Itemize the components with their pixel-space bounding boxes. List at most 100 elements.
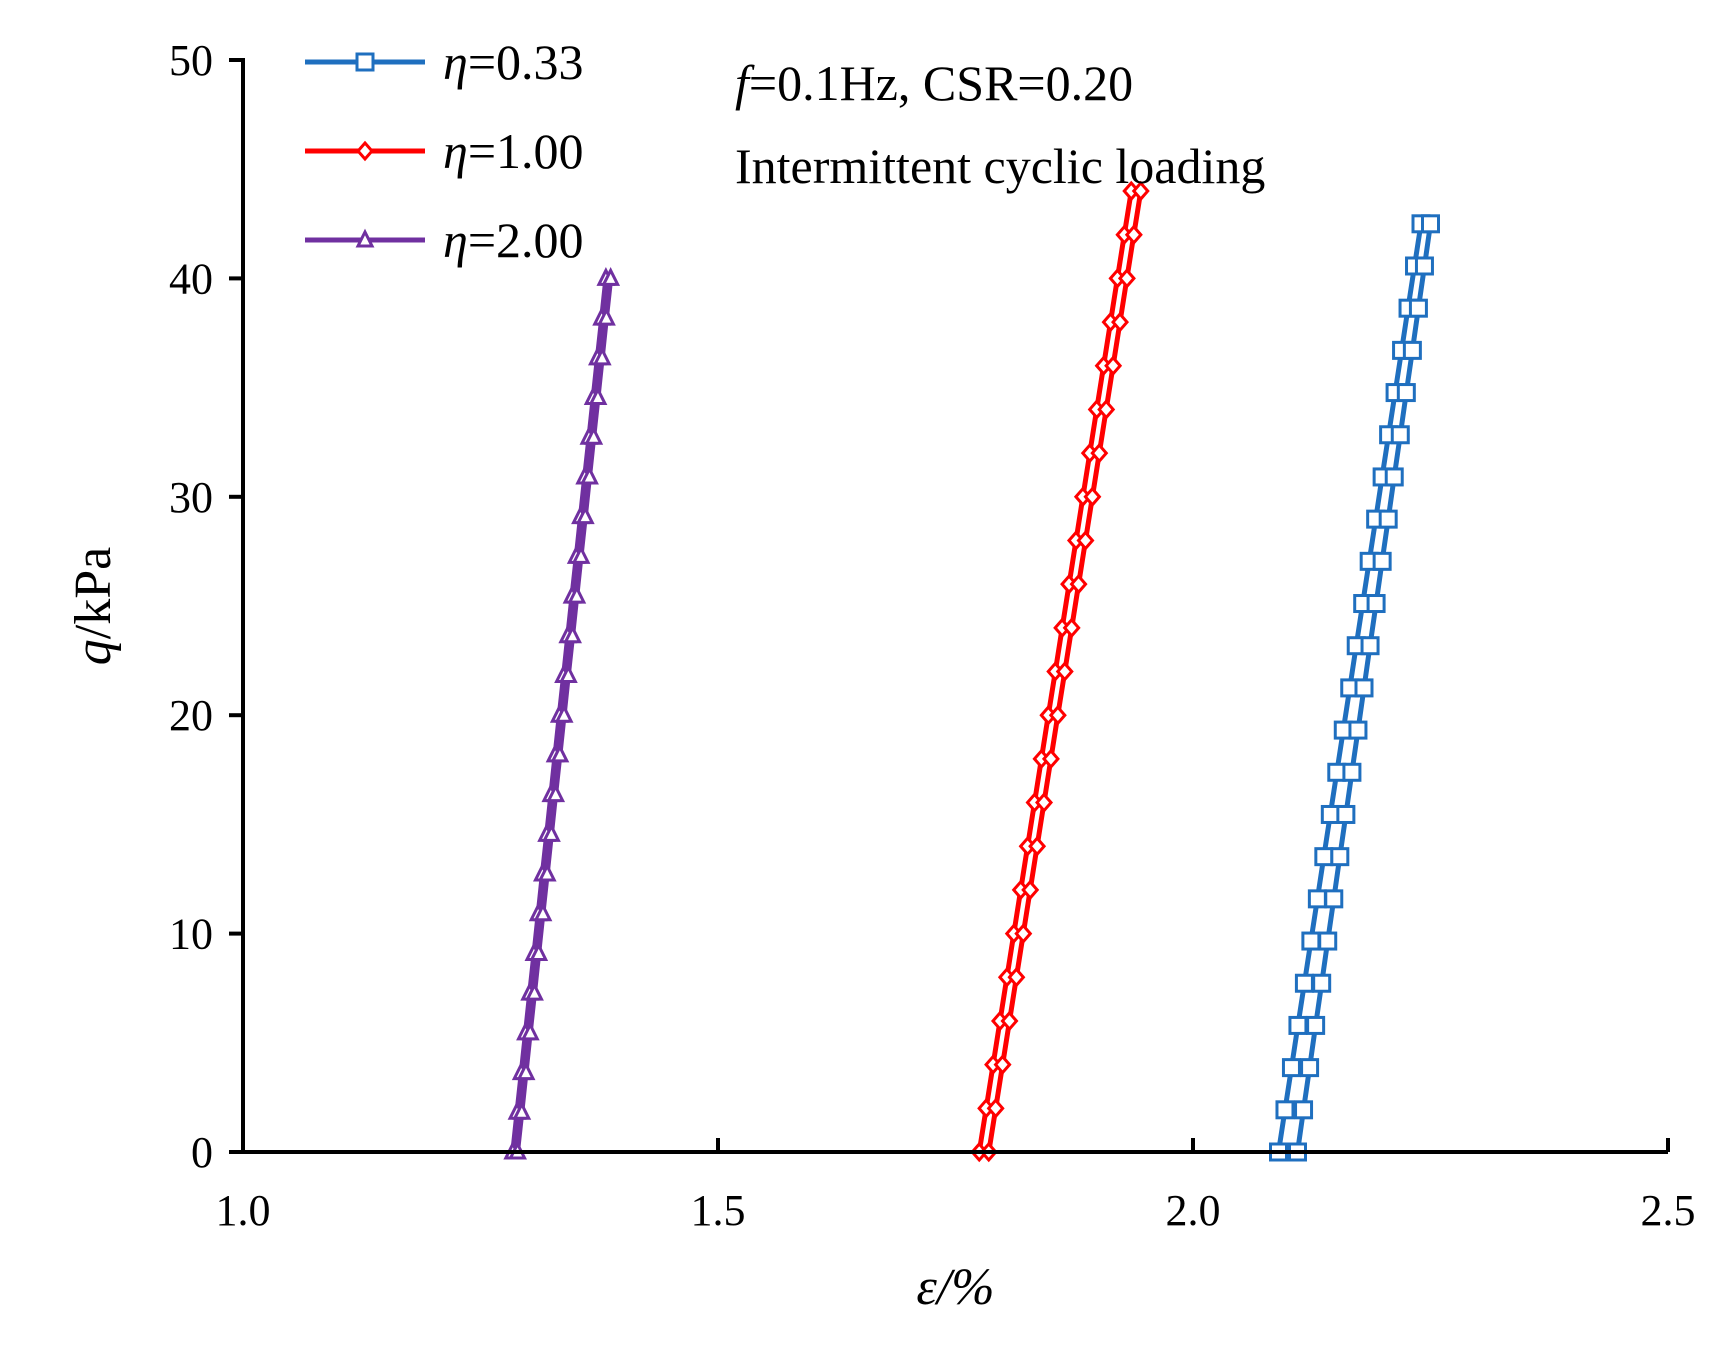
data-point [1320,804,1340,824]
data-point [1028,835,1047,857]
data-point [537,862,557,882]
y-tick-label: 50 [169,36,213,85]
data-point [1301,931,1321,951]
x-tick-label: 2.5 [1641,1186,1696,1235]
data-point [1384,467,1404,487]
data-point [584,425,604,445]
legend-value: =2.00 [468,212,584,268]
data-point [1007,967,1026,988]
data-point [1021,879,1040,901]
data-point [541,822,561,842]
data-point [546,783,566,803]
series-2 [503,267,621,1160]
data-point [588,386,608,406]
legend-symbol: η [443,123,468,179]
series-1 [970,180,1150,1163]
data-point [1312,973,1332,993]
x-axis-title: ε/% [916,1259,994,1316]
data-point [1035,792,1054,813]
legend-marker [355,52,375,72]
data-point [1062,617,1081,639]
y-tick-label: 30 [169,473,213,522]
legend-item-1: η=1.00 [305,123,584,179]
data-point [1124,224,1143,245]
data-point [1300,1058,1320,1078]
legend-value: =0.33 [468,34,584,90]
data-point [993,1054,1012,1075]
data-point [1307,889,1327,909]
data-point [986,1098,1005,1119]
plot-area [503,180,1440,1163]
data-point [1408,298,1428,318]
data-point [529,942,549,961]
x-tick-label: 1.5 [691,1186,746,1235]
data-point [1104,355,1123,377]
data-point [1336,804,1356,824]
data-point [1327,762,1347,782]
legend-marker [356,140,374,162]
y-tick-label: 10 [169,910,213,959]
data-point [1076,530,1095,551]
data-point [1117,268,1136,289]
data-point [550,743,570,763]
legend-label: η=1.00 [443,123,584,179]
data-point [567,584,587,604]
data-point [1414,256,1434,276]
data-point [1324,889,1344,909]
data-point [1288,1015,1308,1035]
legend-marker [355,228,375,248]
y-tick-label: 0 [191,1128,213,1177]
data-point [1131,180,1150,202]
data-point [1348,720,1368,740]
data-point [596,306,616,326]
data-point [1372,551,1392,571]
data-point [1354,678,1374,698]
data-point [1097,399,1116,420]
legend-label: η=2.00 [443,212,584,268]
data-point [592,346,612,366]
data-point [1390,425,1410,445]
y-axis-title: q/kPa [65,547,122,665]
data-point [1281,1058,1301,1078]
data-point [520,1021,540,1041]
data-point [1083,486,1102,508]
data-point [1000,1010,1019,1032]
data-point [1366,594,1386,614]
data-point [1402,340,1422,360]
y-axis-unit: /kPa [65,547,122,639]
data-point [563,624,582,644]
legend-symbol: η [443,34,468,90]
data-point [1055,661,1074,682]
x-tick-label: 2.0 [1166,1186,1221,1235]
data-point [554,703,574,723]
data-point [1111,311,1130,333]
data-point [1294,973,1314,993]
legend-symbol: η [443,212,468,268]
data-point [1318,931,1338,951]
data-point [1041,748,1060,770]
legend-label: η=0.33 [443,34,584,90]
data-point [1275,1100,1295,1120]
data-point [533,902,553,922]
data-point [1342,762,1362,782]
data-point [601,267,621,286]
ticks: 0 10 20 30 40 50 1.0 1.5 2.0 2.5 [169,36,1696,1235]
x-tick-label: 1.0 [216,1186,271,1235]
annotation-f-rest: =0.1Hz, CSR=0.20 [749,55,1133,111]
data-point [571,545,591,564]
annotation-line-1: f=0.1Hz, CSR=0.20 [735,55,1133,111]
data-point [1314,847,1334,867]
y-axis-symbol: q [65,639,122,665]
legend-item-2: η=2.00 [305,212,584,268]
data-point [1360,636,1380,656]
data-point [1014,923,1033,944]
data-point [512,1100,532,1120]
legend: η=0.33η=1.00η=2.00 [305,34,584,268]
data-point [1306,1015,1326,1035]
data-point [1378,509,1398,529]
y-tick-label: 20 [169,691,213,740]
data-point [580,465,599,485]
data-point [1294,1100,1314,1120]
legend-item-0: η=0.33 [305,34,584,90]
data-point [516,1061,536,1081]
